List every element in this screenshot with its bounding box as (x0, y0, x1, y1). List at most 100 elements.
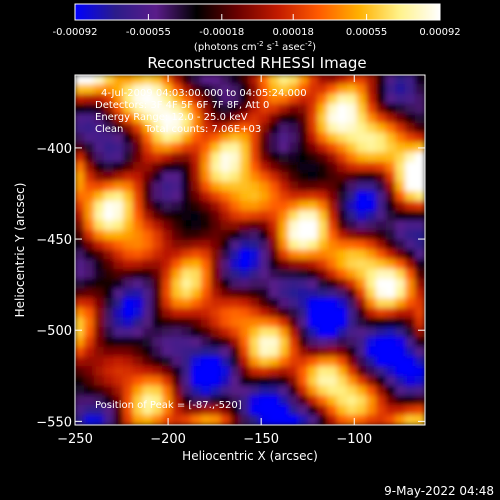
heatmap-cell (239, 346, 251, 358)
heatmap-cell (327, 220, 338, 232)
heatmap-cell (132, 356, 144, 368)
heatmap-cell (171, 395, 183, 407)
colorbar-tick-label: -0.00055 (126, 27, 171, 38)
heatmap-cell (200, 366, 212, 377)
heatmap-cell (123, 191, 134, 202)
heatmap-cell (405, 288, 416, 300)
heatmap-cell (337, 142, 348, 154)
heatmap-cell (210, 278, 222, 290)
heatmap-cell (395, 162, 407, 173)
heatmap-cell (171, 113, 183, 125)
heatmap-cell (191, 375, 202, 387)
heatmap-cell (385, 93, 397, 105)
heatmap-cell (152, 317, 163, 329)
heatmap-cell (210, 307, 222, 319)
heatmap-cell (356, 414, 368, 425)
heatmap-cell (249, 337, 261, 348)
heatmap-cell (414, 288, 425, 300)
heatmap-cell (162, 103, 173, 115)
heatmap-cell (249, 356, 261, 368)
heatmap-cell (414, 75, 425, 86)
heatmap-cell (395, 103, 407, 115)
heatmap-cell (327, 239, 338, 251)
heatmap-cell (162, 239, 173, 251)
heatmap-cell (356, 210, 368, 222)
heatmap-cell (220, 171, 232, 183)
heatmap-cell (268, 385, 280, 397)
heatmap-cell (298, 220, 309, 232)
heatmap-cell (414, 220, 425, 232)
heatmap-cell (142, 162, 154, 173)
heatmap-cell (152, 152, 163, 163)
heatmap-cell (200, 181, 212, 193)
heatmap-cell (113, 414, 125, 425)
heatmap-cell (268, 162, 280, 173)
heatmap-cell (84, 327, 95, 338)
heatmap-cell (298, 239, 309, 251)
heatmap-cell (259, 414, 270, 425)
heatmap-cell (356, 171, 368, 183)
heatmap-cell (181, 93, 193, 105)
heatmap-cell (132, 375, 144, 387)
heatmap-cell (162, 152, 173, 163)
heatmap-cell (103, 171, 115, 183)
heatmap-cell (317, 268, 329, 280)
heatmap-cell (239, 405, 251, 416)
heatmap-cell (239, 93, 251, 105)
heatmap-cell (414, 93, 425, 105)
heatmap-cell (385, 200, 397, 212)
heatmap-cell (414, 385, 425, 397)
heatmap-cell (249, 249, 261, 261)
heatmap-cell (375, 414, 387, 425)
heatmap-cell (230, 405, 241, 416)
heatmap-cell (200, 356, 212, 368)
heatmap-cell (268, 346, 280, 358)
heatmap-cell (75, 307, 86, 319)
heatmap-cell (220, 230, 232, 241)
heatmap-cell (93, 152, 105, 163)
heatmap-cell (259, 93, 270, 105)
heatmap-cell (327, 103, 338, 115)
heatmap-cell (298, 356, 309, 368)
heatmap-cell (405, 317, 416, 329)
heatmap-cell (171, 337, 183, 348)
heatmap-cell (366, 307, 377, 319)
heatmap-cell (93, 414, 105, 425)
heatmap-cell (385, 366, 397, 377)
heatmap-cell (123, 113, 134, 125)
heatmap-cell (93, 132, 105, 144)
heatmap-cell (210, 268, 222, 280)
heatmap-cell (385, 385, 397, 397)
heatmap-cell (288, 346, 300, 358)
heatmap-cell (346, 259, 358, 270)
heatmap-cell (142, 75, 154, 86)
heatmap-cell (278, 366, 290, 377)
heatmap-cell (132, 239, 144, 251)
heatmap-cell (278, 375, 290, 387)
heatmap-cell (414, 278, 425, 290)
heatmap-cell (317, 210, 329, 222)
heatmap-cell (268, 375, 280, 387)
heatmap-cell (317, 75, 329, 86)
heatmap-cell (395, 200, 407, 212)
heatmap-cell (210, 210, 222, 222)
heatmap-cell (298, 93, 309, 105)
heatmap-cell (162, 337, 173, 348)
heatmap-cell (356, 75, 368, 86)
heatmap-cell (75, 220, 86, 232)
heatmap-cell (230, 103, 241, 115)
heatmap-cell (93, 395, 105, 407)
heatmap-cell (298, 337, 309, 348)
heatmap-cell (288, 210, 300, 222)
heatmap-cell (385, 288, 397, 300)
heatmap-cell (268, 327, 280, 338)
heatmap-cell (93, 317, 105, 329)
heatmap-cell (259, 230, 270, 241)
heatmap-cell (356, 113, 368, 125)
heatmap-cell (249, 385, 261, 397)
heatmap-cell (75, 385, 86, 397)
heatmap-cell (356, 230, 368, 241)
heatmap-cell (75, 93, 86, 105)
heatmap-cell (239, 327, 251, 338)
heatmap-cell (239, 356, 251, 368)
